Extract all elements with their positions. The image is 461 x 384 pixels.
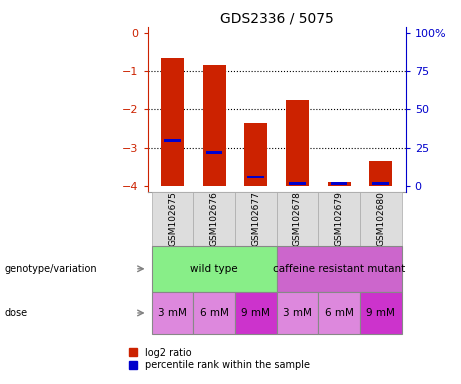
- Bar: [193, 192, 235, 246]
- Text: 9 mM: 9 mM: [242, 308, 270, 318]
- Text: GSM102680: GSM102680: [376, 192, 385, 246]
- Bar: [286, 100, 309, 186]
- Bar: [161, 58, 184, 186]
- Bar: [164, 139, 181, 141]
- Text: GSM102679: GSM102679: [335, 192, 343, 246]
- Bar: [235, 192, 277, 246]
- Bar: [318, 292, 360, 334]
- Bar: [277, 192, 318, 246]
- Bar: [152, 292, 193, 334]
- Text: caffeine resistant mutant: caffeine resistant mutant: [273, 264, 405, 274]
- Bar: [318, 192, 360, 246]
- Text: dose: dose: [5, 308, 28, 318]
- Bar: [331, 182, 348, 184]
- Bar: [244, 123, 267, 186]
- Bar: [360, 192, 402, 246]
- Text: wild type: wild type: [190, 264, 238, 274]
- Text: 6 mM: 6 mM: [325, 308, 354, 318]
- Text: GSM102678: GSM102678: [293, 192, 302, 246]
- Bar: [152, 192, 193, 246]
- Bar: [289, 182, 306, 184]
- Text: 9 mM: 9 mM: [366, 308, 395, 318]
- Bar: [235, 292, 277, 334]
- Bar: [193, 292, 235, 334]
- Legend: log2 ratio, percentile rank within the sample: log2 ratio, percentile rank within the s…: [130, 348, 310, 371]
- Bar: [369, 161, 392, 186]
- Text: GSM102675: GSM102675: [168, 192, 177, 246]
- Bar: [203, 65, 225, 186]
- Text: 3 mM: 3 mM: [283, 308, 312, 318]
- Bar: [360, 292, 402, 334]
- Text: genotype/variation: genotype/variation: [5, 264, 97, 274]
- Bar: [372, 182, 389, 184]
- Text: GSM102676: GSM102676: [210, 192, 219, 246]
- Bar: [277, 292, 318, 334]
- Title: GDS2336 / 5075: GDS2336 / 5075: [220, 12, 333, 26]
- Text: 3 mM: 3 mM: [158, 308, 187, 318]
- Bar: [248, 176, 264, 178]
- Text: GSM102677: GSM102677: [251, 192, 260, 246]
- Bar: [328, 182, 350, 186]
- Bar: [206, 151, 223, 154]
- Bar: [152, 246, 277, 292]
- Bar: [277, 246, 402, 292]
- Text: 6 mM: 6 mM: [200, 308, 229, 318]
